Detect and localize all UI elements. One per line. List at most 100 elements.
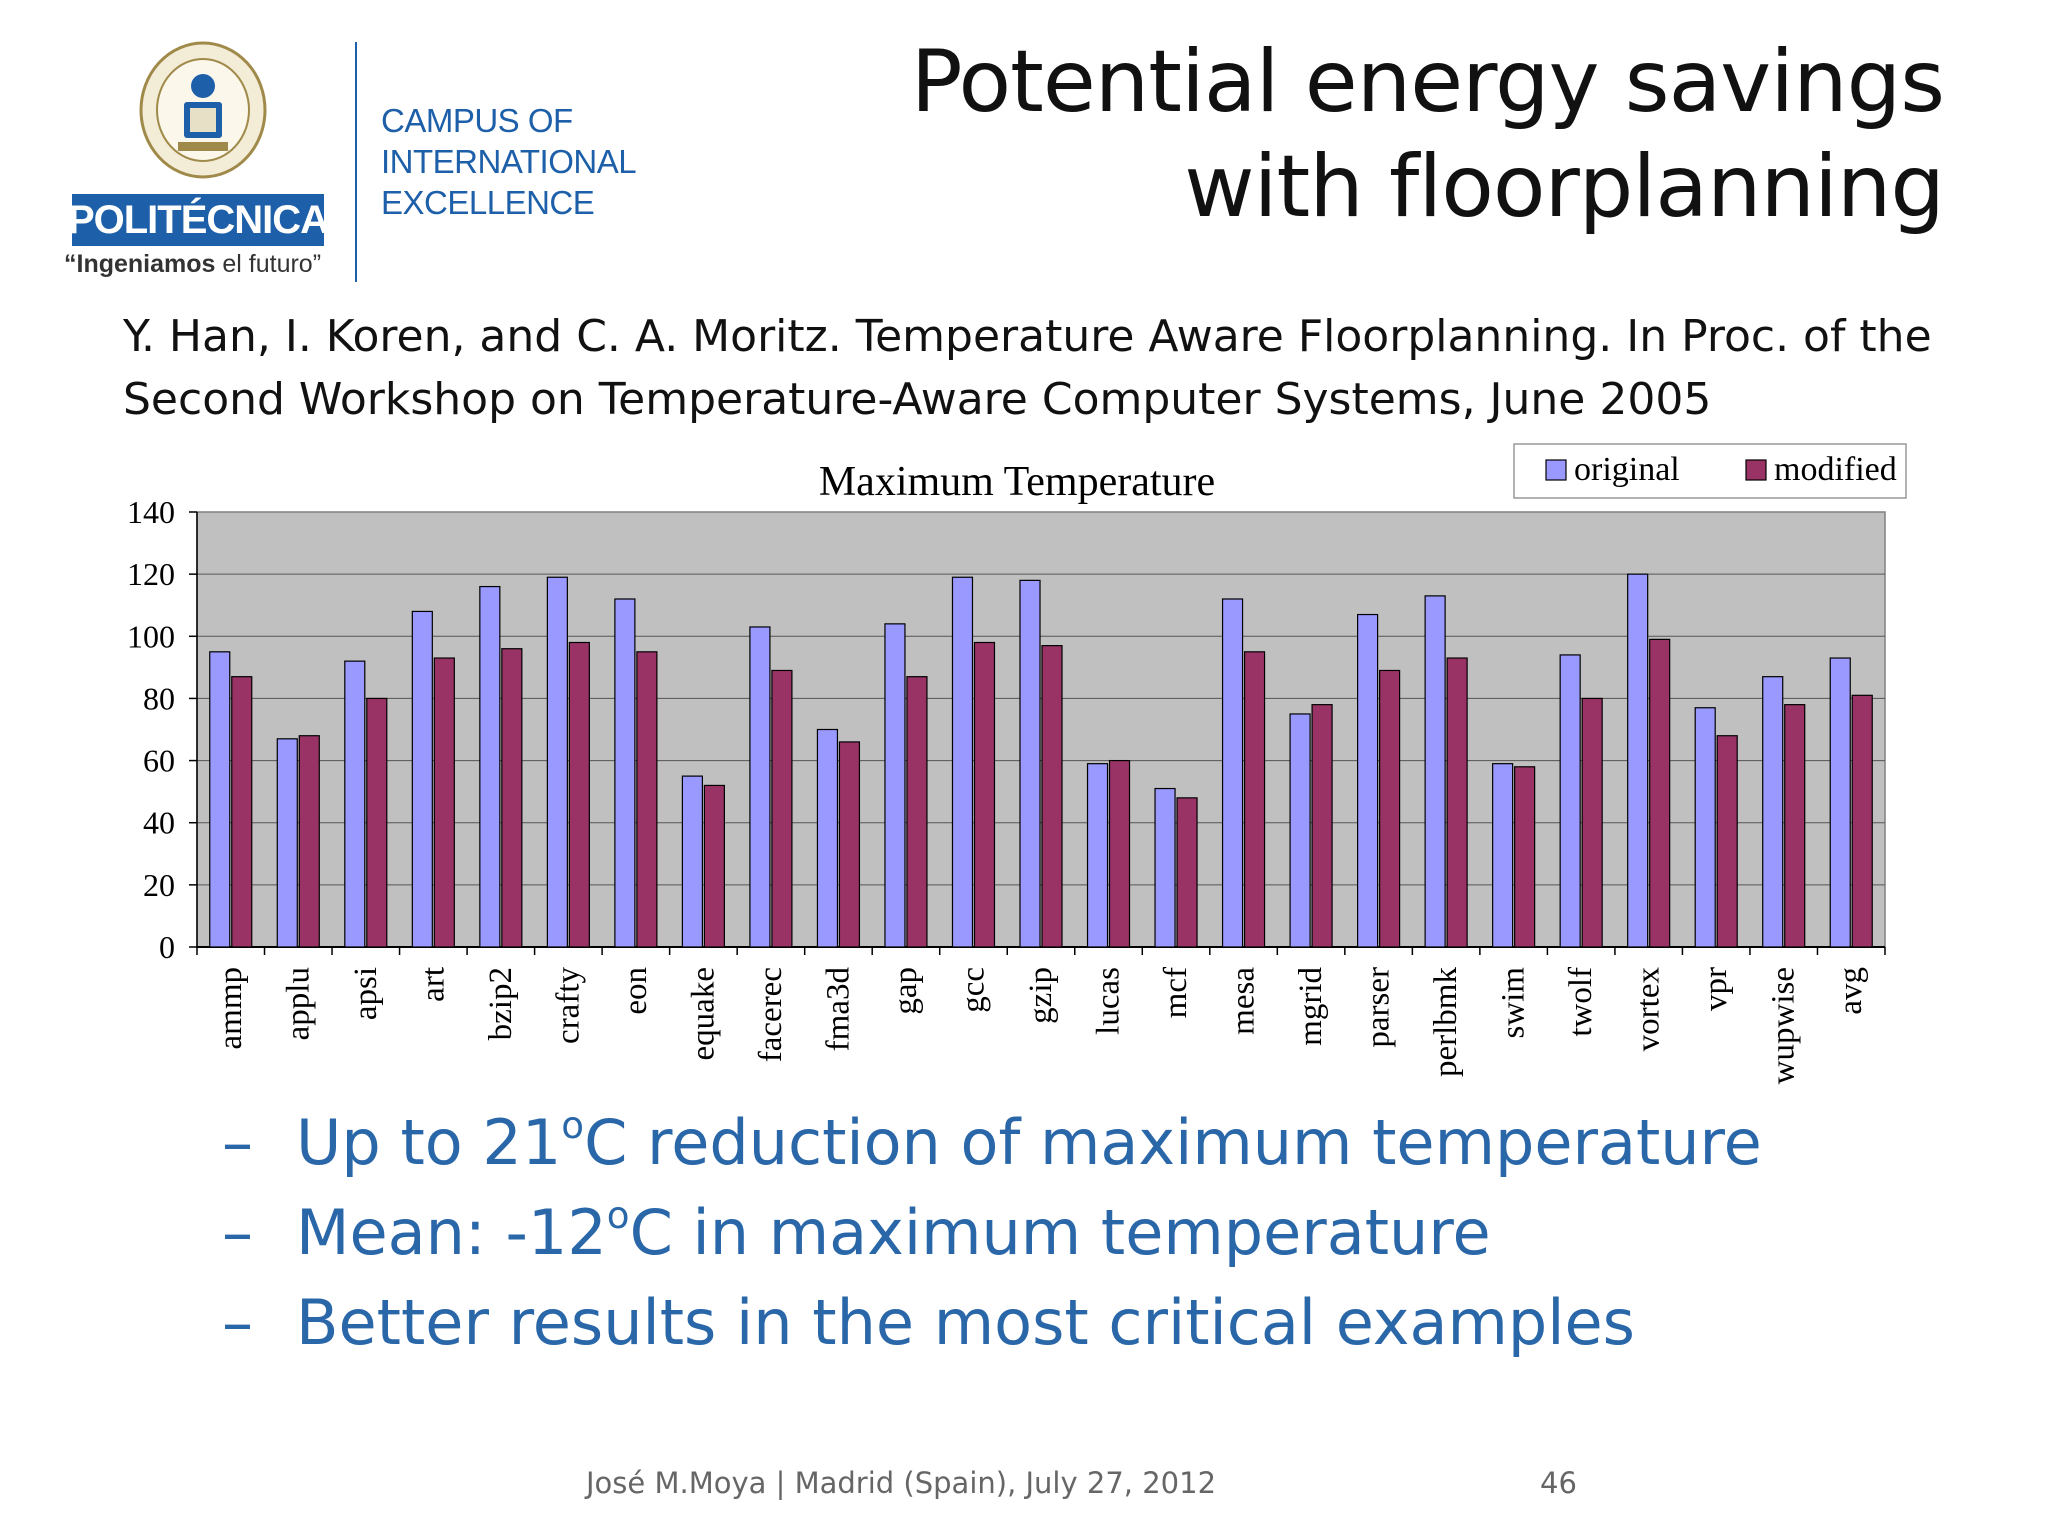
bar-original bbox=[546, 576, 568, 948]
bar-modified bbox=[1311, 704, 1333, 948]
x-tick-label: swim bbox=[1496, 967, 1532, 1039]
bullet-text: Better results in the most critical exam… bbox=[296, 1286, 1635, 1359]
bar-original bbox=[1424, 595, 1446, 948]
citation: Y. Han, I. Koren, and C. A. Moritz. Temp… bbox=[123, 305, 1943, 431]
bar-original bbox=[951, 576, 974, 948]
x-tick-label: fma3d bbox=[820, 967, 856, 1052]
bar-modified bbox=[366, 697, 388, 948]
x-tick-label: vortex bbox=[1631, 967, 1667, 1052]
legend-label: modified bbox=[1774, 451, 1897, 488]
bar-modified bbox=[1243, 651, 1266, 948]
x-tick-label: vpr bbox=[1698, 967, 1734, 1011]
bar-original bbox=[1356, 613, 1379, 948]
bar-modified bbox=[1108, 759, 1131, 948]
campus-label: CAMPUS OF INTERNATIONAL EXCELLENCE bbox=[381, 100, 637, 223]
x-tick-label: ammp bbox=[213, 967, 249, 1049]
bar-original bbox=[1492, 763, 1514, 948]
bar-modified bbox=[838, 741, 861, 948]
bar-modified bbox=[1581, 697, 1603, 948]
bar-original bbox=[479, 585, 501, 948]
bar-original bbox=[344, 660, 366, 948]
bullet-text-part: C in maximum temperature bbox=[629, 1196, 1491, 1269]
bar-original bbox=[209, 651, 231, 948]
x-tick-label: perlbmk bbox=[1428, 967, 1464, 1077]
x-tick-label: bzip2 bbox=[483, 967, 519, 1040]
bar-modified bbox=[1716, 735, 1738, 948]
bar-modified bbox=[1851, 694, 1873, 948]
bullet-item: – Better results in the most critical ex… bbox=[222, 1278, 1762, 1368]
bar-modified bbox=[298, 735, 320, 948]
bullet-text-part: Mean: -12 bbox=[296, 1196, 607, 1269]
bar-original bbox=[411, 610, 433, 948]
bullet-item: – Up to 21oC reduction of maximum temper… bbox=[222, 1098, 1762, 1188]
university-seal-logo bbox=[139, 41, 267, 179]
degree-sup: o bbox=[561, 1102, 585, 1147]
bullet-item: – Mean: -12oC in maximum temperature bbox=[222, 1188, 1762, 1278]
bar-original bbox=[614, 598, 636, 948]
x-tick-label: applu bbox=[280, 967, 316, 1040]
campus-line: EXCELLENCE bbox=[381, 184, 595, 221]
logo-badge: POLITÉCNICA bbox=[68, 194, 329, 246]
bar-modified bbox=[1649, 638, 1671, 948]
bar-original bbox=[1019, 579, 1041, 948]
bullet-text-part: Up to 21 bbox=[296, 1106, 562, 1179]
x-tick-label: mcf bbox=[1158, 967, 1194, 1018]
bar-original bbox=[1762, 676, 1784, 948]
bar-original bbox=[1829, 657, 1851, 948]
bar-original bbox=[1694, 707, 1716, 948]
bar-modified bbox=[636, 651, 658, 948]
y-tick-label: 120 bbox=[127, 556, 175, 592]
bar-modified bbox=[433, 657, 455, 948]
bullet-dash: – bbox=[222, 1196, 253, 1269]
x-tick-label: art bbox=[415, 967, 451, 1002]
y-tick-label: 40 bbox=[143, 805, 175, 841]
x-tick-label: mesa bbox=[1226, 967, 1262, 1035]
bar-original bbox=[276, 738, 298, 948]
campus-line: INTERNATIONAL bbox=[381, 143, 637, 180]
y-tick-label: 80 bbox=[143, 680, 175, 716]
chart-title: Maximum Temperature bbox=[819, 459, 1215, 505]
bar-original bbox=[1086, 763, 1109, 948]
x-tick-label: parser bbox=[1361, 967, 1397, 1048]
citation-line: Second Workshop on Temperature-Aware Com… bbox=[123, 374, 1712, 425]
bar-modified bbox=[568, 641, 590, 948]
slide-title-line: with floorplanning bbox=[1184, 137, 1945, 237]
campus-line: CAMPUS OF bbox=[381, 102, 573, 139]
x-tick-label: twolf bbox=[1563, 967, 1599, 1037]
bullet-text-part: C reduction of maximum temperature bbox=[584, 1106, 1762, 1179]
bar-modified bbox=[703, 784, 726, 948]
x-tick-label: eon bbox=[618, 967, 654, 1015]
degree-sup: o bbox=[606, 1192, 630, 1237]
bar-modified bbox=[906, 676, 928, 948]
legend-box bbox=[1513, 443, 1907, 499]
slide-title-line: Potential energy savings bbox=[910, 32, 1945, 132]
legend-swatch-original bbox=[1545, 459, 1567, 481]
bar-original bbox=[1289, 713, 1311, 948]
bar-chart: 0 20 40 60 80 100 120 140 ammp applu apsi art bzip2 c… bbox=[127, 443, 1907, 1084]
x-tick-label: gzip bbox=[1023, 967, 1059, 1024]
footer-text: José M.Moya | Madrid (Spain), July 27, 2… bbox=[586, 1466, 1217, 1500]
citation-line: Y. Han, I. Koren, and C. A. Moritz. Temp… bbox=[123, 311, 1932, 362]
logo-tagline-bold: “Ingeniamos bbox=[64, 250, 216, 278]
bullet-dash: – bbox=[222, 1106, 253, 1179]
bar-original bbox=[1221, 598, 1244, 948]
x-tick-label: equake bbox=[685, 967, 721, 1060]
bar-original bbox=[884, 623, 906, 948]
y-tick-label: 0 bbox=[159, 929, 175, 965]
x-tick-label: apsi bbox=[348, 967, 384, 1020]
logo-divider bbox=[355, 42, 357, 282]
bar-original bbox=[681, 775, 704, 948]
x-tick-label: crafty bbox=[550, 967, 586, 1044]
bullet-list: – Up to 21oC reduction of maximum temper… bbox=[222, 1098, 1762, 1368]
slide-title: Potential energy savings with floorplann… bbox=[910, 30, 1945, 240]
x-tick-label: lucas bbox=[1091, 967, 1127, 1035]
plot-area bbox=[196, 511, 1886, 948]
y-tick-label: 60 bbox=[143, 743, 175, 779]
x-tick-label: avg bbox=[1833, 967, 1869, 1015]
bar-modified bbox=[1446, 657, 1468, 948]
bar-original bbox=[1627, 573, 1649, 948]
y-tick-label: 20 bbox=[143, 867, 175, 903]
y-tick-label: 100 bbox=[127, 618, 175, 654]
bullet-text: Mean: -12oC in maximum temperature bbox=[296, 1188, 1491, 1278]
x-tick-label: facerec bbox=[753, 967, 789, 1062]
